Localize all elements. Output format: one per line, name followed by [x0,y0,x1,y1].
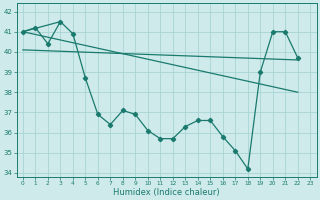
X-axis label: Humidex (Indice chaleur): Humidex (Indice chaleur) [113,188,220,197]
